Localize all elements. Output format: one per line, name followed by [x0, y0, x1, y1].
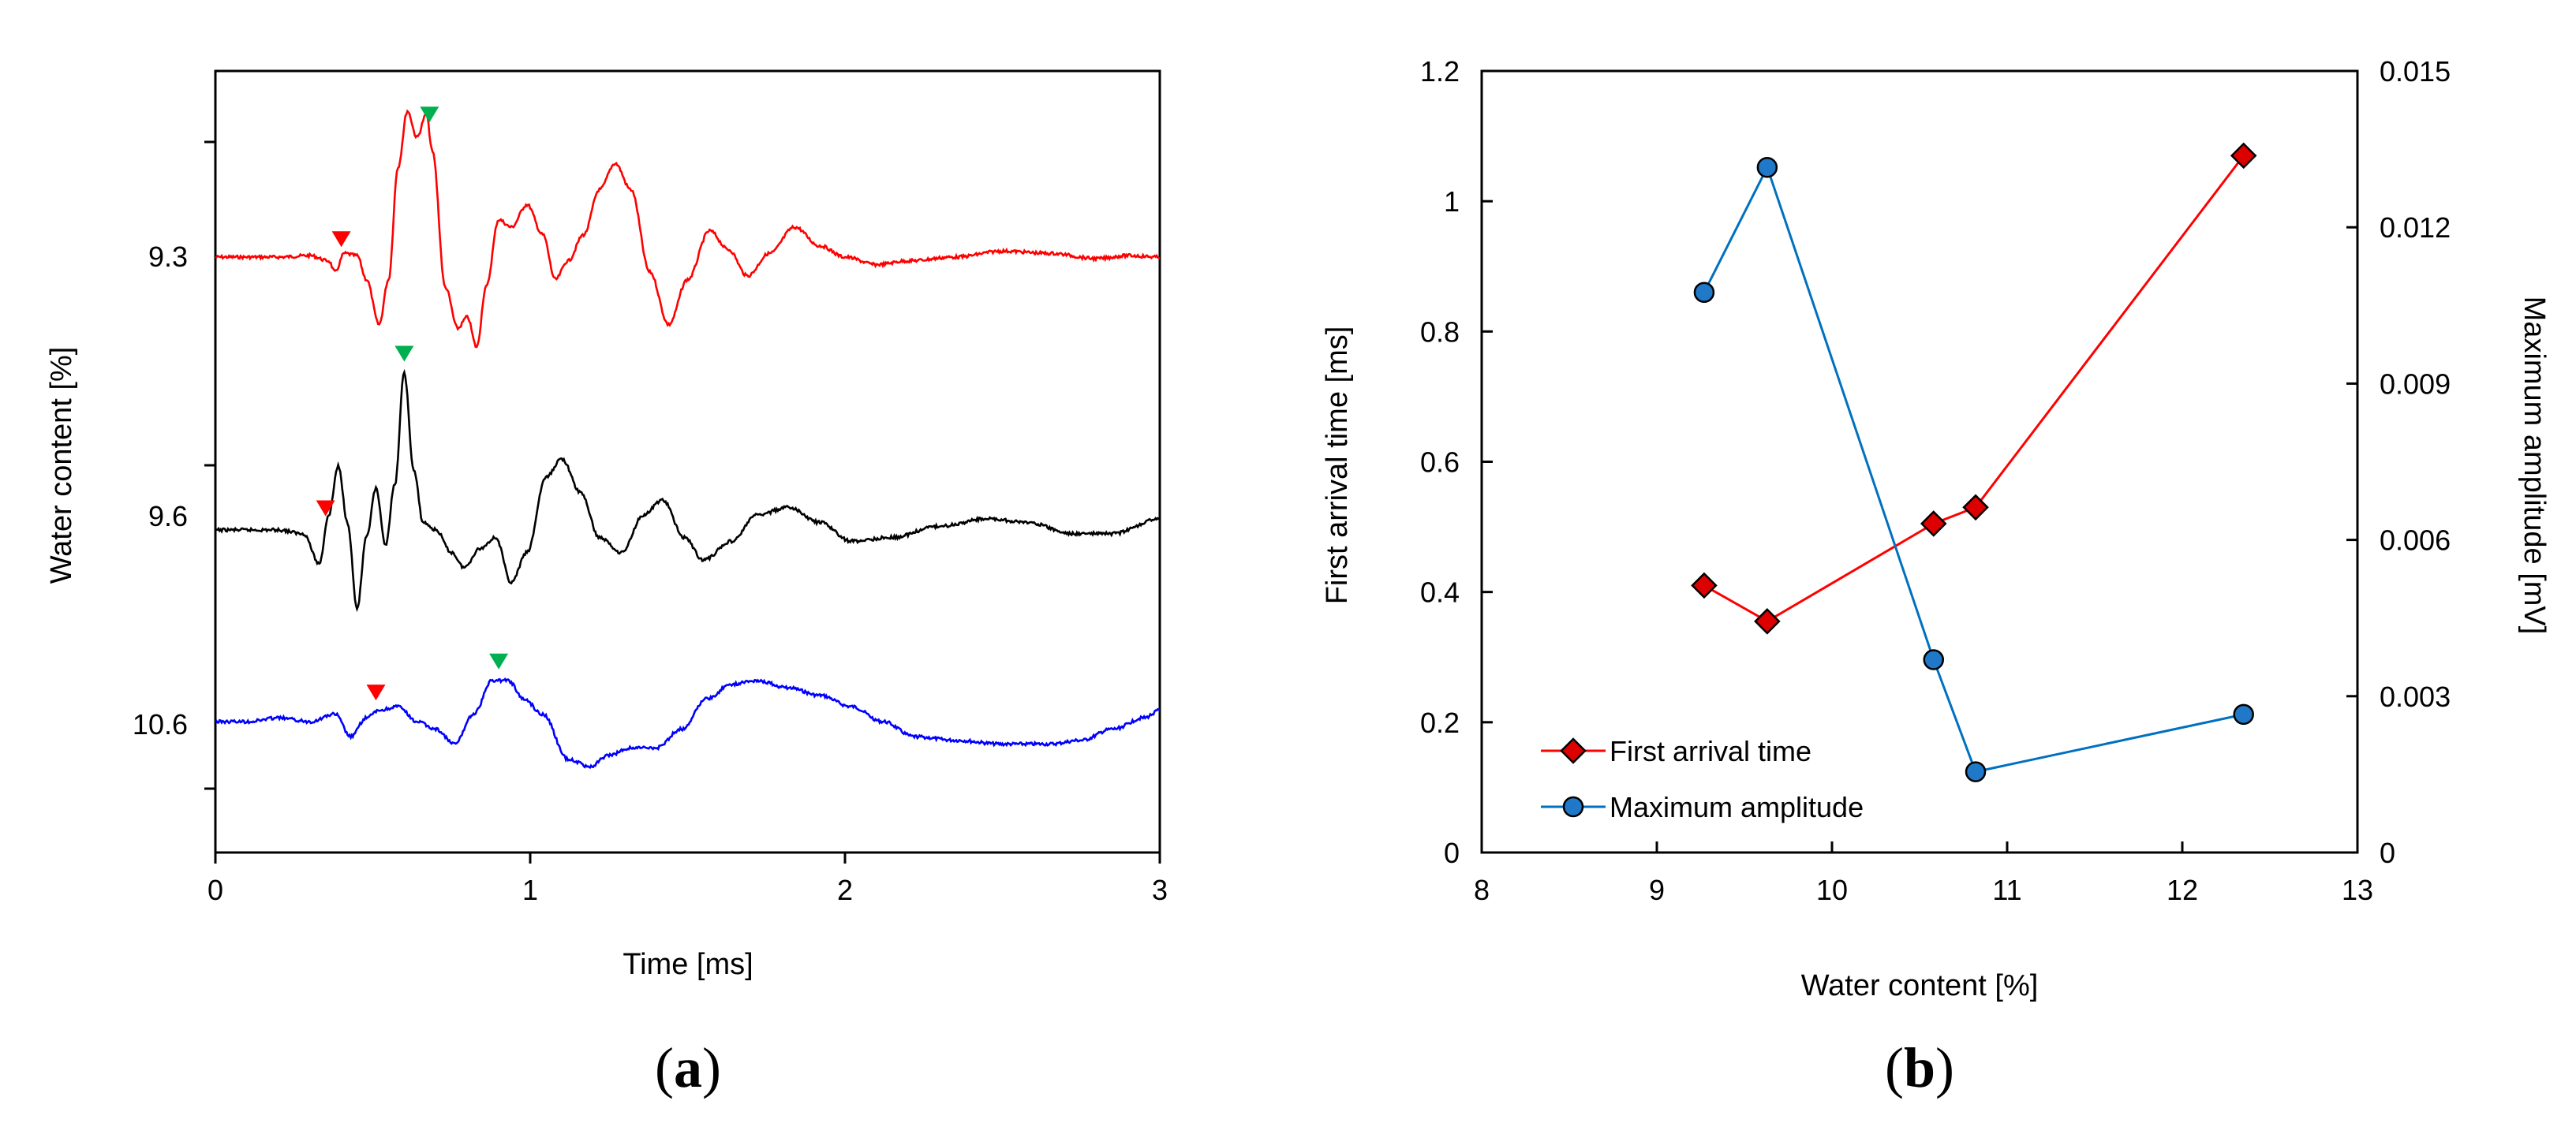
legend-label-first-arrival: First arrival time: [1610, 735, 1811, 767]
waveform-1: [215, 109, 1161, 349]
panel-b-label: (b): [1885, 1036, 1954, 1099]
first-arrival-point-4: [1962, 494, 1989, 521]
first-arrival-marker-3: [366, 685, 386, 701]
max-amplitude-marker-3: [489, 653, 509, 670]
x-tick-label-3: 3: [1152, 874, 1168, 906]
first-arrival-marker-1: [331, 231, 351, 248]
panel-a-y-axis-title: Water content [%]: [45, 347, 78, 584]
series-line-2: [1703, 164, 2245, 774]
panel-b-y2-axis-title: Maximum amplitude [mV]: [2518, 297, 2551, 635]
first-arrival-point-5: [2230, 142, 2257, 170]
panel-b-scatter: 8 9 10 11 12 13 0 0.2 0.4 0.6 0.8 1 1.2 0 0.003 0.006…: [1321, 55, 2551, 1099]
b-x-tick-label-13: 13: [2342, 874, 2373, 906]
first-arrival-point-1: [1691, 572, 1718, 599]
b-y2-tick-label-0: 0: [2380, 837, 2395, 869]
panel-b-y-axis-title: First arrival time [ms]: [1321, 326, 1354, 605]
trace-label-1: 9.3: [148, 241, 188, 273]
max-amplitude-point-1: [1693, 282, 1715, 304]
panel-b-x-axis-title: Water content [%]: [1801, 969, 2039, 1002]
b-y2-tick-label-0.009: 0.009: [2380, 368, 2451, 400]
first-arrival-point-2: [1754, 608, 1781, 635]
b-x-tick-label-12: 12: [2167, 874, 2198, 906]
b-x-tick-label-9: 9: [1649, 874, 1665, 906]
max-amplitude-point-5: [2233, 703, 2254, 726]
panel-a-markers-group: [316, 106, 509, 701]
b-x-tick-label-11: 11: [1992, 874, 2021, 906]
b-x-tick-label-10: 10: [1816, 874, 1848, 906]
b-y-tick-label-0.8: 0.8: [1420, 315, 1460, 348]
panel-b-y2-ticks: 0 0.003 0.006 0.009 0.012 0.015: [2346, 55, 2451, 869]
first-arrival-point-3: [1920, 510, 1947, 537]
max-amplitude-marker-2: [394, 345, 414, 362]
panel-a-trace-labels: 9.3 9.6 10.6: [133, 241, 188, 741]
panel-b-x-ticks: 8 9 10 11 12 13: [1474, 841, 2373, 906]
series-line-1: [1703, 155, 2245, 623]
max-amplitude-point-2: [1756, 156, 1778, 178]
b-y2-tick-label-0.006: 0.006: [2380, 524, 2451, 557]
b-y-tick-label-0: 0: [1444, 837, 1460, 869]
panel-a-plot-frame: [214, 69, 1161, 854]
x-tick-label-2: 2: [837, 874, 853, 906]
panel-a-waveforms: 0 1 2 3 9.3 9.6 10.6 Time [ms] Water conten…: [45, 69, 1168, 1099]
legend-marker-circle: [1562, 796, 1584, 818]
panel-a-series-group: [214, 109, 1161, 770]
b-y-tick-label-1.2: 1.2: [1420, 55, 1460, 88]
b-y2-tick-label-0.003: 0.003: [2380, 681, 2451, 713]
b-x-tick-label-8: 8: [1474, 874, 1490, 906]
x-tick-label-0: 0: [208, 874, 223, 906]
b-y-tick-label-0.2: 0.2: [1420, 707, 1460, 739]
trace-label-3: 10.6: [133, 708, 188, 741]
waveform-2: [214, 368, 1161, 613]
max-amplitude-marker-1: [420, 106, 439, 123]
legend: First arrival time Maximum amplitude: [1541, 735, 1864, 823]
panel-b-series-group: [1691, 142, 2257, 782]
max-amplitude-point-3: [1923, 649, 1945, 670]
b-y-tick-label-0.6: 0.6: [1420, 446, 1460, 479]
panel-a-x-ticks: 0 1 2 3: [204, 140, 1168, 906]
first-arrival-marker-2: [316, 500, 335, 517]
panel-a-label: (a): [655, 1036, 721, 1099]
x-tick-label-1: 1: [522, 874, 538, 906]
panel-b-y-ticks: 0 0.2 0.4 0.6 0.8 1 1.2: [1420, 55, 1493, 869]
max-amplitude-point-4: [1965, 761, 1987, 782]
waveform-3: [215, 677, 1161, 770]
panel-a-x-axis-title: Time [ms]: [623, 948, 753, 981]
legend-marker-diamond: [1560, 737, 1587, 764]
b-y2-tick-label-0.012: 0.012: [2380, 211, 2451, 244]
b-y-tick-label-1: 1: [1444, 185, 1460, 218]
b-y2-tick-label-0.015: 0.015: [2380, 55, 2451, 88]
trace-label-2: 9.6: [148, 500, 188, 532]
legend-label-max-amplitude: Maximum amplitude: [1610, 791, 1864, 823]
b-y-tick-label-0.4: 0.4: [1420, 576, 1460, 609]
